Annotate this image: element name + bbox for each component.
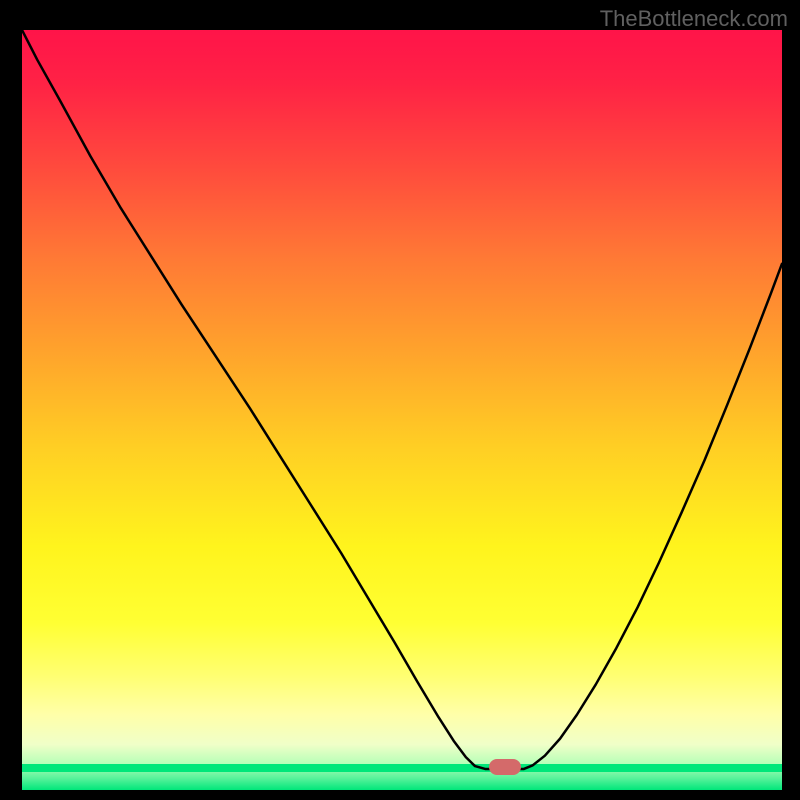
optimal-marker	[489, 759, 521, 775]
watermark-text: TheBottleneck.com	[600, 6, 788, 32]
bottleneck-curve	[22, 30, 782, 772]
plot-area	[22, 30, 782, 772]
